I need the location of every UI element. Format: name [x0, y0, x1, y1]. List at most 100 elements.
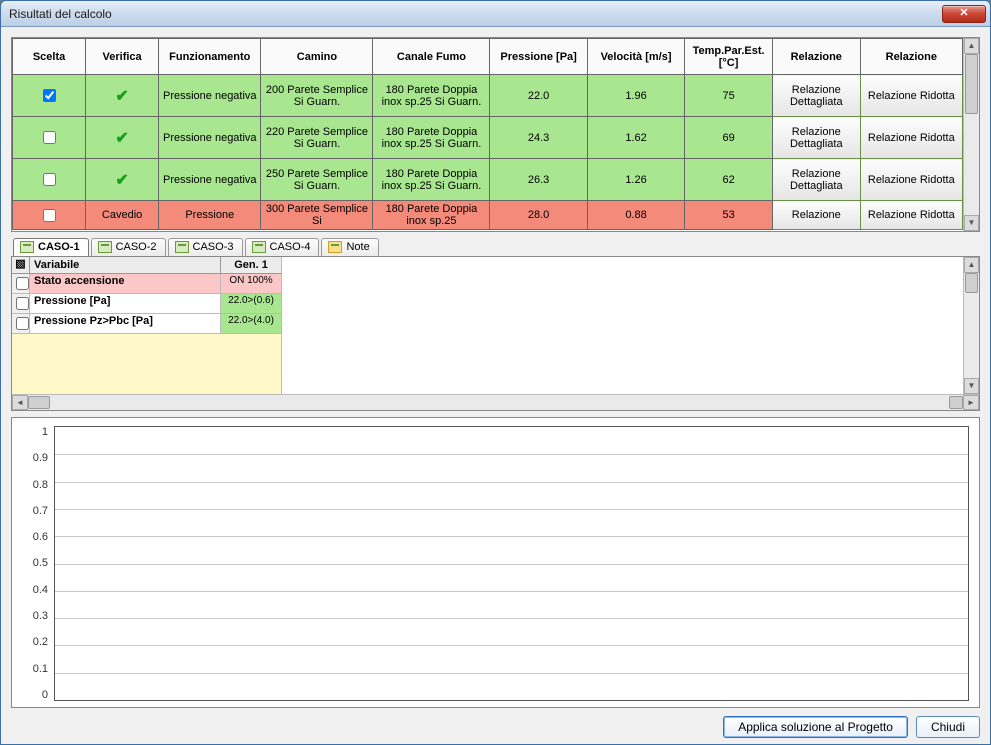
scelta-checkbox[interactable]	[43, 173, 56, 186]
relazione-dettagliata-button[interactable]: Relazione Dettagliata	[772, 159, 860, 201]
column-header: Temp.Par.Est. [°C]	[685, 39, 773, 75]
relazione-dettagliata-button[interactable]: Relazione Dettagliata	[772, 117, 860, 159]
gridline	[55, 536, 968, 537]
pin-icon: ▧	[12, 257, 30, 273]
relazione-dettagliata-button[interactable]: Relazione	[772, 201, 860, 230]
y-tick-label: 0.2	[22, 636, 48, 648]
tab-label: CASO-4	[270, 241, 311, 253]
tab-label: CASO-2	[116, 241, 157, 253]
note-icon	[328, 241, 342, 253]
table-row[interactable]: CavedioPressione300 Parete Semplice Si18…	[13, 201, 963, 230]
scroll-down-icon[interactable]: ▼	[964, 215, 979, 231]
scroll-right-icon[interactable]: ►	[963, 395, 979, 410]
cell-temp: 69	[685, 117, 773, 159]
variable-checkbox[interactable]	[16, 297, 29, 310]
variable-row[interactable]: Pressione [Pa]22.0>(0.6)	[12, 294, 281, 314]
cell-temp: 53	[685, 201, 773, 230]
case-tabs: CASO-1 CASO-2 CASO-3 CASO-4 Note	[11, 238, 980, 256]
cell-press: 28.0	[490, 201, 587, 230]
cell-canale: 180 Parete Doppia inox sp.25 Si Guarn.	[373, 159, 490, 201]
column-header: Relazione	[772, 39, 860, 75]
footer: Applica soluzione al Progetto Chiudi	[11, 716, 980, 738]
y-tick-label: 0.1	[22, 663, 48, 675]
close-icon[interactable]: ✕	[942, 5, 986, 23]
vertical-scrollbar[interactable]: ▲ ▼	[963, 38, 979, 231]
tab-caso4[interactable]: CASO-4	[245, 238, 320, 256]
cell-vel: 0.88	[587, 201, 684, 230]
list-icon	[175, 241, 189, 253]
variable-row[interactable]: Pressione Pz>Pbc [Pa]22.0>(4.0)	[12, 314, 281, 334]
scroll-thumb[interactable]	[965, 54, 978, 114]
tab-caso3[interactable]: CASO-3	[168, 238, 243, 256]
variable-checkbox[interactable]	[16, 277, 29, 290]
gridline	[55, 482, 968, 483]
tab-caso2[interactable]: CASO-2	[91, 238, 166, 256]
variable-row[interactable]: Stato accensioneON 100%	[12, 274, 281, 294]
cell-vel: 1.62	[587, 117, 684, 159]
y-tick-label: 0.4	[22, 584, 48, 596]
table-row[interactable]: ✔Pressione negativa250 Parete Semplice S…	[13, 159, 963, 201]
scelta-checkbox[interactable]	[43, 89, 56, 102]
cell-camino: 200 Parete Semplice Si Guarn.	[261, 75, 373, 117]
close-button[interactable]: Chiudi	[916, 716, 980, 738]
variable-vertical-scrollbar[interactable]: ▲ ▼	[963, 257, 979, 394]
table-row[interactable]: ✔Pressione negativa200 Parete Semplice S…	[13, 75, 963, 117]
relazione-ridotta-button[interactable]: Relazione Ridotta	[860, 159, 962, 201]
column-header: Relazione	[860, 39, 962, 75]
gridline	[55, 454, 968, 455]
cell-camino: 220 Parete Semplice Si Guarn.	[261, 117, 373, 159]
horizontal-scrollbar[interactable]: ◄ ►	[12, 394, 979, 410]
cell-funz: Pressione negativa	[159, 117, 261, 159]
scroll-down-icon[interactable]: ▼	[964, 378, 979, 394]
client-area: SceltaVerificaFunzionamentoCaminoCanale …	[1, 27, 990, 744]
list-icon	[20, 241, 34, 253]
tab-label: CASO-3	[193, 241, 234, 253]
y-tick-label: 0	[22, 689, 48, 701]
chart: 10.90.80.70.60.50.40.30.20.10	[22, 426, 969, 701]
cell-press: 26.3	[490, 159, 587, 201]
relazione-ridotta-button[interactable]: Relazione Ridotta	[860, 75, 962, 117]
check-icon: ✔	[115, 88, 128, 105]
table-row[interactable]: ✔ Pressione negativa220 Parete Semplice S…	[13, 117, 963, 159]
cell-camino: 250 Parete Semplice Si Guarn.	[261, 159, 373, 201]
cell-press: 22.0	[490, 75, 587, 117]
cell-vel: 1.96	[587, 75, 684, 117]
cell-canale: 180 Parete Doppia inox sp.25 Si Guarn.	[373, 75, 490, 117]
scroll-track[interactable]	[28, 395, 963, 410]
column-header: Verifica	[86, 39, 159, 75]
gridline	[55, 509, 968, 510]
scroll-up-icon[interactable]: ▲	[964, 38, 979, 54]
variable-table: ▧ Variabile Gen. 1 Stato accensioneON 10…	[12, 257, 282, 394]
tab-note[interactable]: Note	[321, 238, 378, 256]
relazione-ridotta-button[interactable]: Relazione Ridotta	[860, 117, 962, 159]
gridline	[55, 673, 968, 674]
scelta-checkbox[interactable]	[43, 209, 56, 222]
y-tick-label: 0.3	[22, 610, 48, 622]
list-icon	[252, 241, 266, 253]
tab-caso1[interactable]: CASO-1	[13, 238, 89, 256]
relazione-ridotta-button[interactable]: Relazione Ridotta	[860, 201, 962, 230]
scelta-checkbox[interactable]	[43, 131, 56, 144]
apply-solution-button[interactable]: Applica soluzione al Progetto	[723, 716, 908, 738]
cell-canale: 180 Parete Doppia inox sp.25 Si Guarn.	[373, 117, 490, 159]
scroll-thumb-right[interactable]	[949, 396, 963, 409]
relazione-dettagliata-button[interactable]: Relazione Dettagliata	[772, 75, 860, 117]
scroll-thumb[interactable]	[28, 396, 50, 409]
scroll-thumb[interactable]	[965, 273, 978, 293]
results-table-region: SceltaVerificaFunzionamentoCaminoCanale …	[11, 37, 980, 232]
cell-vel: 1.26	[587, 159, 684, 201]
cell-canale: 180 Parete Doppia inox sp.25	[373, 201, 490, 230]
variable-value: 22.0>(0.6)	[221, 294, 281, 313]
variable-checkbox[interactable]	[16, 317, 29, 330]
chart-region: 10.90.80.70.60.50.40.30.20.10	[11, 417, 980, 708]
column-header: Scelta	[13, 39, 86, 75]
cell-camino: 300 Parete Semplice Si	[261, 201, 373, 230]
scroll-up-icon[interactable]: ▲	[964, 257, 979, 273]
scroll-left-icon[interactable]: ◄	[12, 395, 28, 410]
y-tick-label: 0.7	[22, 505, 48, 517]
dialog-window: Risultati del calcolo ✕ SceltaVerificaFu…	[0, 0, 991, 745]
variable-label: Pressione [Pa]	[30, 294, 221, 313]
check-icon: ✔	[115, 130, 128, 147]
variable-value: ON 100%	[221, 274, 281, 293]
plot-area	[54, 426, 969, 701]
